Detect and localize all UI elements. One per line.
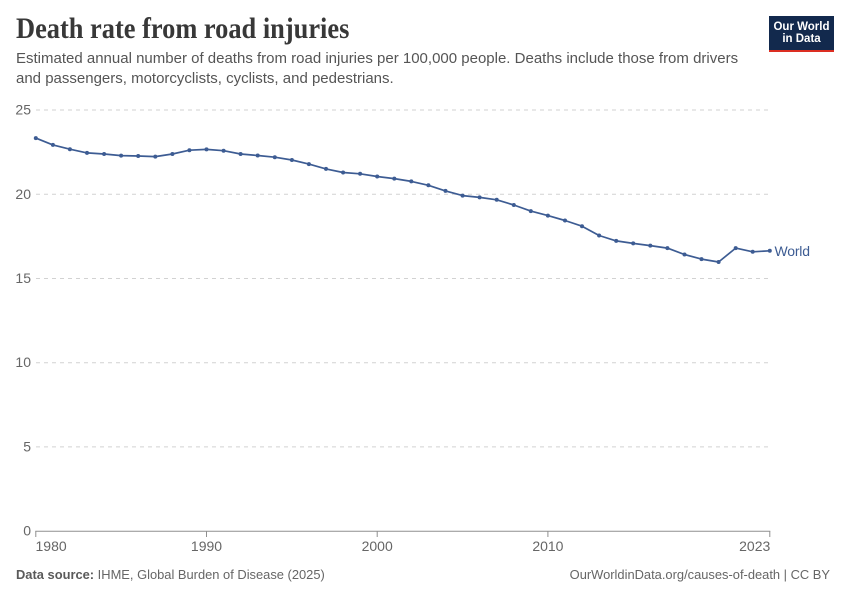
svg-text:15: 15 bbox=[15, 270, 31, 286]
svg-text:1980: 1980 bbox=[36, 538, 67, 554]
svg-text:2023: 2023 bbox=[739, 538, 770, 554]
svg-text:5: 5 bbox=[23, 438, 31, 454]
svg-text:20: 20 bbox=[15, 186, 31, 202]
svg-text:10: 10 bbox=[15, 354, 31, 370]
svg-text:0: 0 bbox=[23, 523, 31, 539]
svg-text:World: World bbox=[775, 243, 810, 259]
svg-text:2010: 2010 bbox=[532, 538, 563, 554]
svg-text:1990: 1990 bbox=[191, 538, 222, 554]
svg-text:25: 25 bbox=[15, 102, 31, 118]
svg-text:2000: 2000 bbox=[362, 538, 393, 554]
